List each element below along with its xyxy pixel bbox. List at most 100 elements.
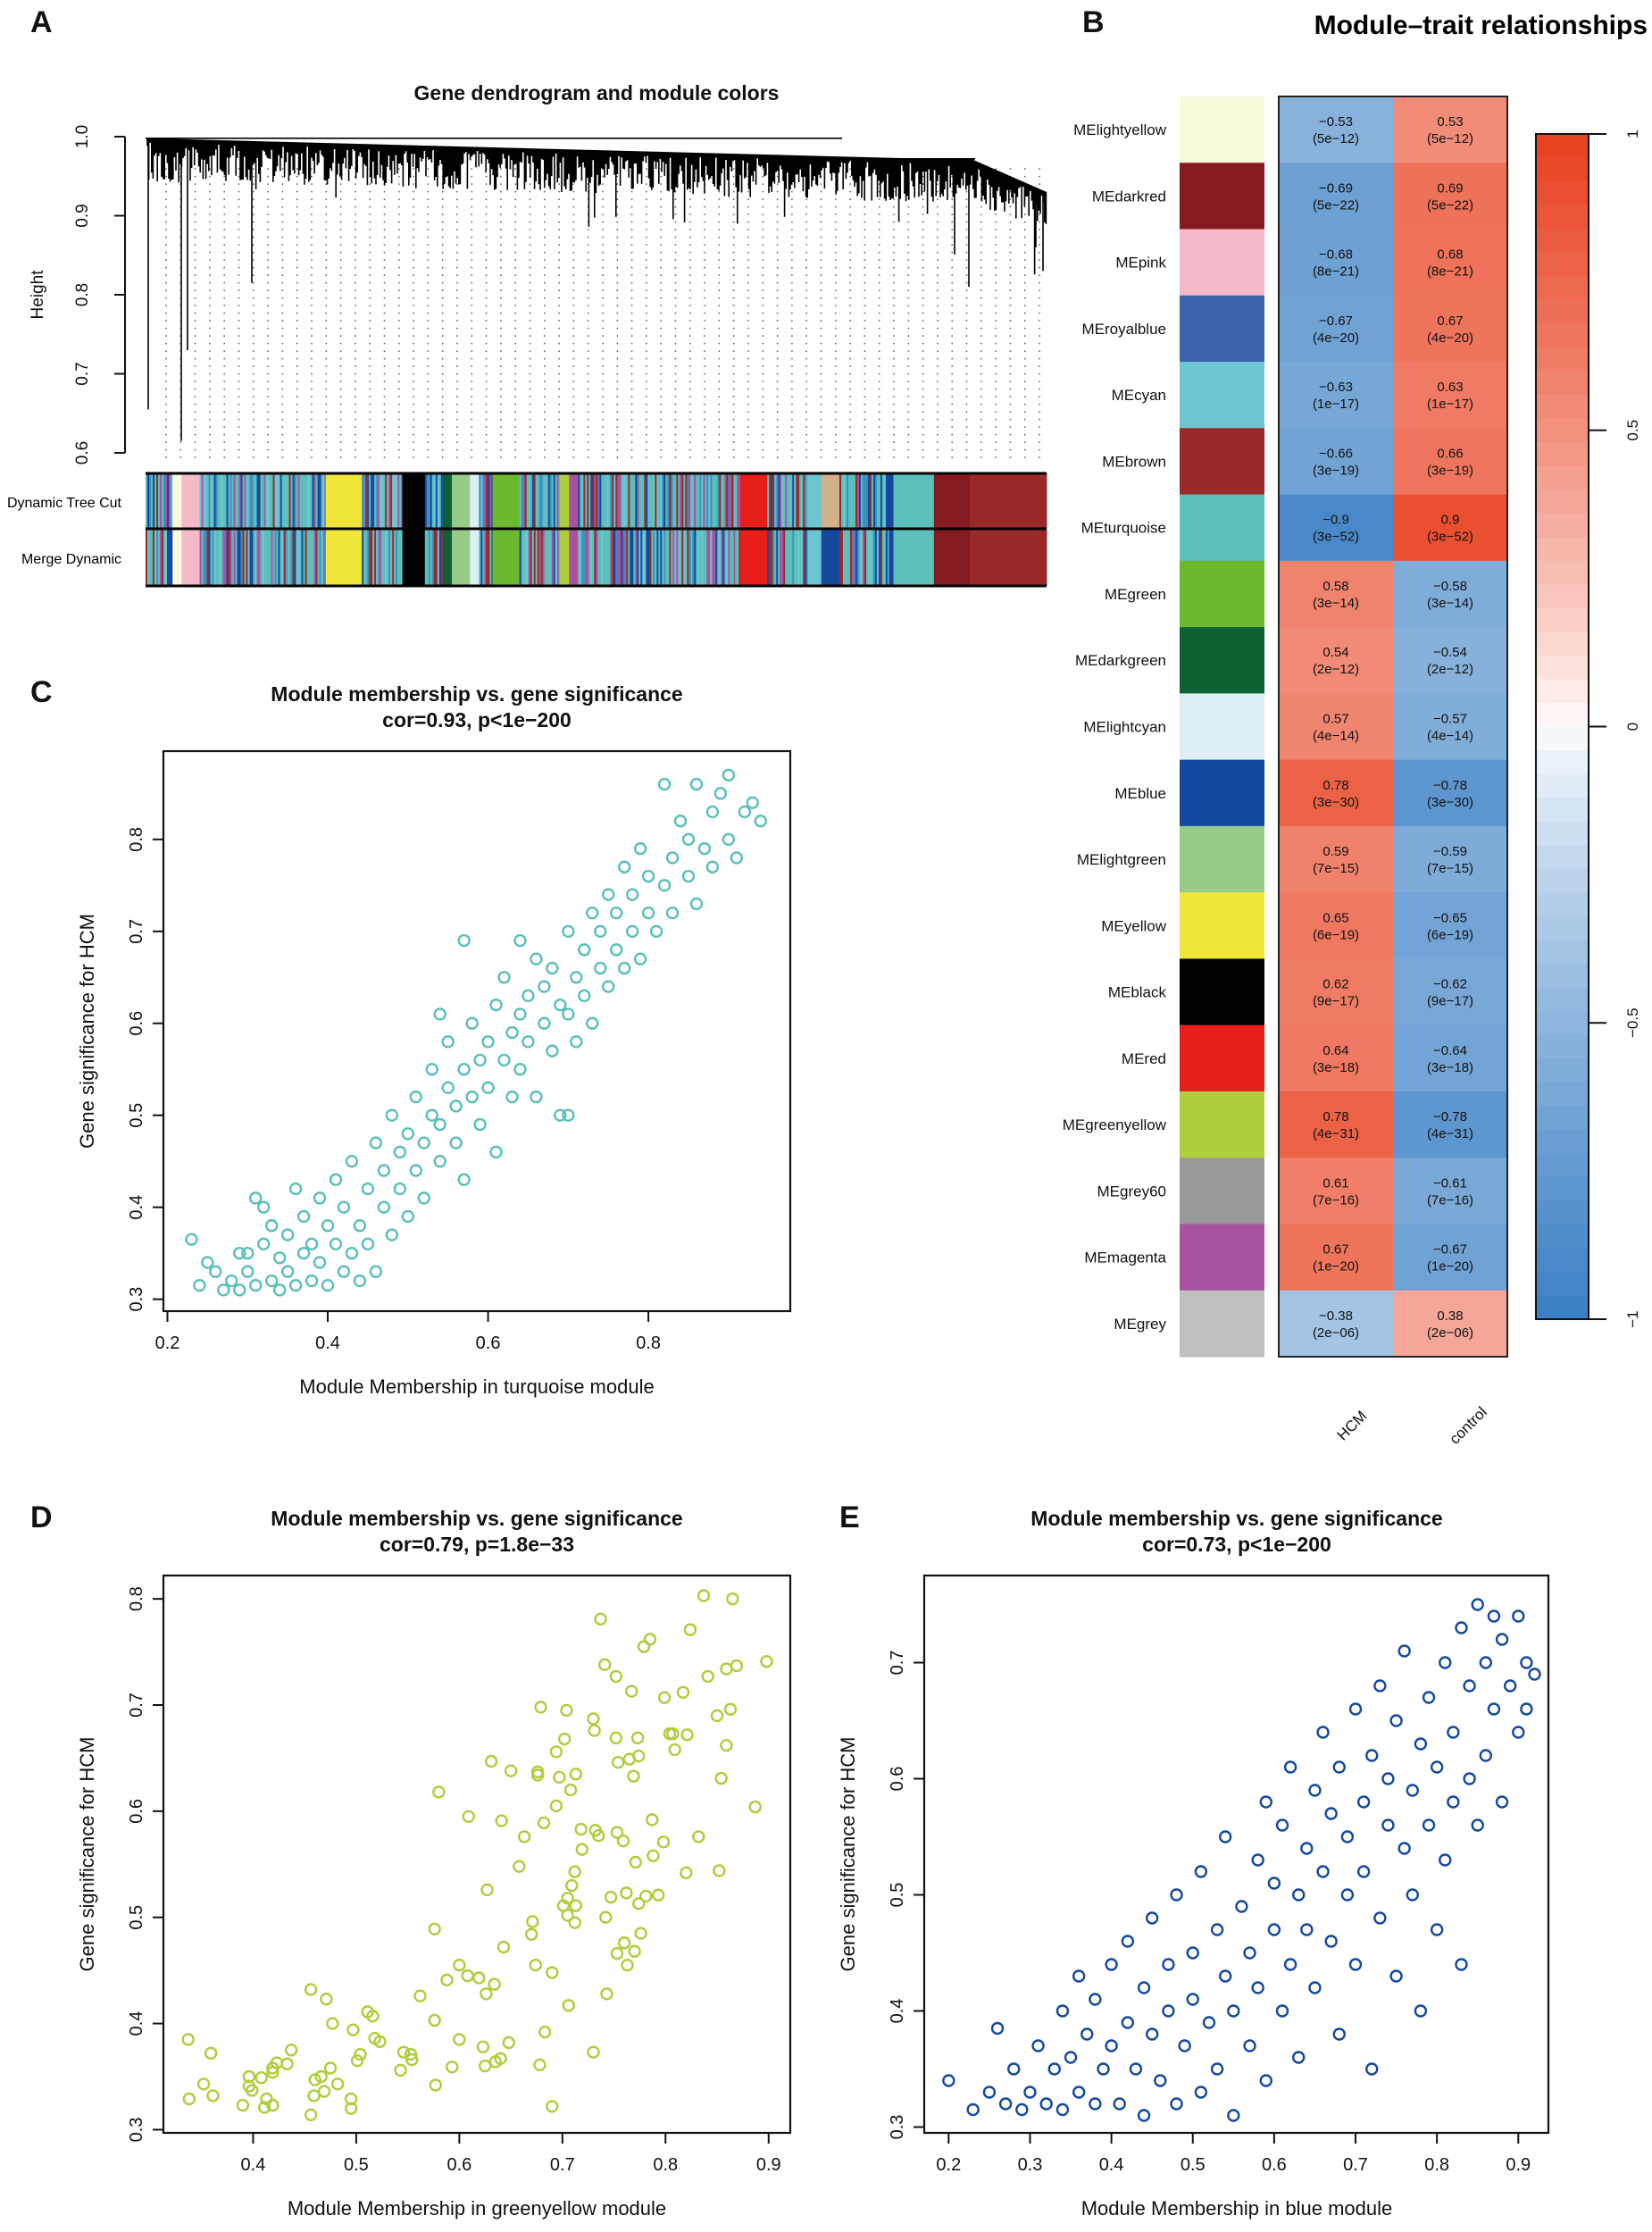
data-point [1389,1969,1403,1983]
module-color-stripe [165,473,168,529]
module-color-stripe [437,473,439,529]
module-color-stripe [776,530,779,586]
data-point [204,2046,218,2061]
module-label: MEgrey [1114,1316,1166,1333]
module-color-stripe [849,473,853,529]
data-point [546,961,559,975]
module-color-stripe [319,530,321,586]
module-color-stripe [860,530,864,586]
colorbar-step [1536,868,1589,893]
data-point [504,1764,518,1777]
module-color-stripe [280,473,282,529]
data-point [1137,2109,1151,2122]
heatmap-cell [1393,1024,1508,1092]
module-color-stripe [542,530,545,586]
module-color-stripe [240,473,243,529]
module-color-stripe [147,530,150,586]
module-color-stripe [376,473,379,529]
heatmap-cell [1279,759,1394,827]
module-color-stripe [626,530,629,586]
cell-correlation: −0.38 [1319,1308,1353,1324]
module-color-stripe [367,473,370,529]
module-color-stripe [256,530,259,586]
module-color-stripe [538,473,541,529]
module-color-stripe [526,530,529,586]
data-point [1154,2074,1167,2087]
data-point [264,1274,279,1288]
module-color-swatch [1180,229,1264,297]
data-point [346,2023,360,2036]
data-point [628,1944,641,1958]
module-label: MEred [1122,1050,1166,1067]
module-color-stripe [491,530,494,586]
module-color-stripe [519,530,521,586]
data-point [1356,1865,1371,1878]
module-color-stripe [646,473,648,529]
y-tick-label: 1.0 [73,125,92,148]
colorbar-step [1536,1200,1589,1225]
module-color-stripe [676,473,679,529]
module-color-stripe [544,530,546,586]
colorbar-step [1536,537,1589,562]
module-color-stripe [265,530,268,586]
data-point [505,1090,519,1104]
module-color-stripe [321,530,323,586]
colorbar-step [1536,750,1589,775]
module-color-stripe [222,530,225,586]
data-point [632,1749,646,1763]
module-color-stripe [696,530,698,586]
module-color-stripe [246,473,248,529]
colorbar-step [1536,418,1589,443]
data-point [529,1959,543,1972]
module-color-stripe [526,473,529,529]
module-color-stripe [887,530,890,586]
cell-pvalue: (1e−20) [1313,1259,1359,1275]
colorbar-step [1536,963,1589,989]
module-color-stripe [681,530,684,586]
data-point [396,2045,411,2059]
data-point [1406,1888,1420,1902]
heatmap-cell [1393,163,1508,230]
module-color-stripe [312,530,314,586]
module-color-swatch [1180,958,1264,1026]
y-tick-label: 0.7 [888,1651,907,1676]
module-color-stripe [608,473,611,529]
module-color-stripe [731,473,734,529]
module-color-stripe [533,530,536,586]
module-color-stripe [424,530,427,586]
module-color-stripe [392,473,395,529]
data-point [1332,1760,1346,1774]
data-point [1251,1981,1264,1994]
data-point [568,1916,581,1929]
data-point [196,2077,211,2091]
module-color-stripe [860,473,864,529]
x-tick-label: 0.7 [550,2155,575,2175]
module-color-stripe [656,473,659,529]
data-point [502,2036,515,2050]
x-tick-label: 0.7 [1343,2155,1368,2175]
module-color-stripe [544,473,546,529]
data-point [647,1849,660,1862]
cell-pvalue: (2e−06) [1313,1325,1359,1341]
data-point [288,1182,303,1196]
data-point [634,1927,647,1940]
y-tick-label: 0.4 [888,1999,907,2024]
data-point [705,860,720,874]
module-color-stripe [299,530,302,586]
data-point [489,998,503,1012]
data-point [1430,1923,1444,1936]
module-color-stripe [799,530,802,586]
color-row-label-merge-dynamic: Merge Dynamic [21,552,121,567]
module-color-block [821,473,840,529]
data-point [627,1769,640,1783]
x-tick-label: 0.8 [1424,2155,1449,2175]
data-point [1202,2016,1216,2029]
module-color-stripe [396,473,398,529]
y-tick-label: 0.7 [73,362,92,385]
module-color-stripe [635,473,638,529]
cell-correlation: 0.58 [1322,579,1348,594]
module-color-stripe [251,530,254,586]
module-color-stripe [535,473,538,529]
module-color-stripe [235,530,238,586]
module-color-stripe [628,473,630,529]
